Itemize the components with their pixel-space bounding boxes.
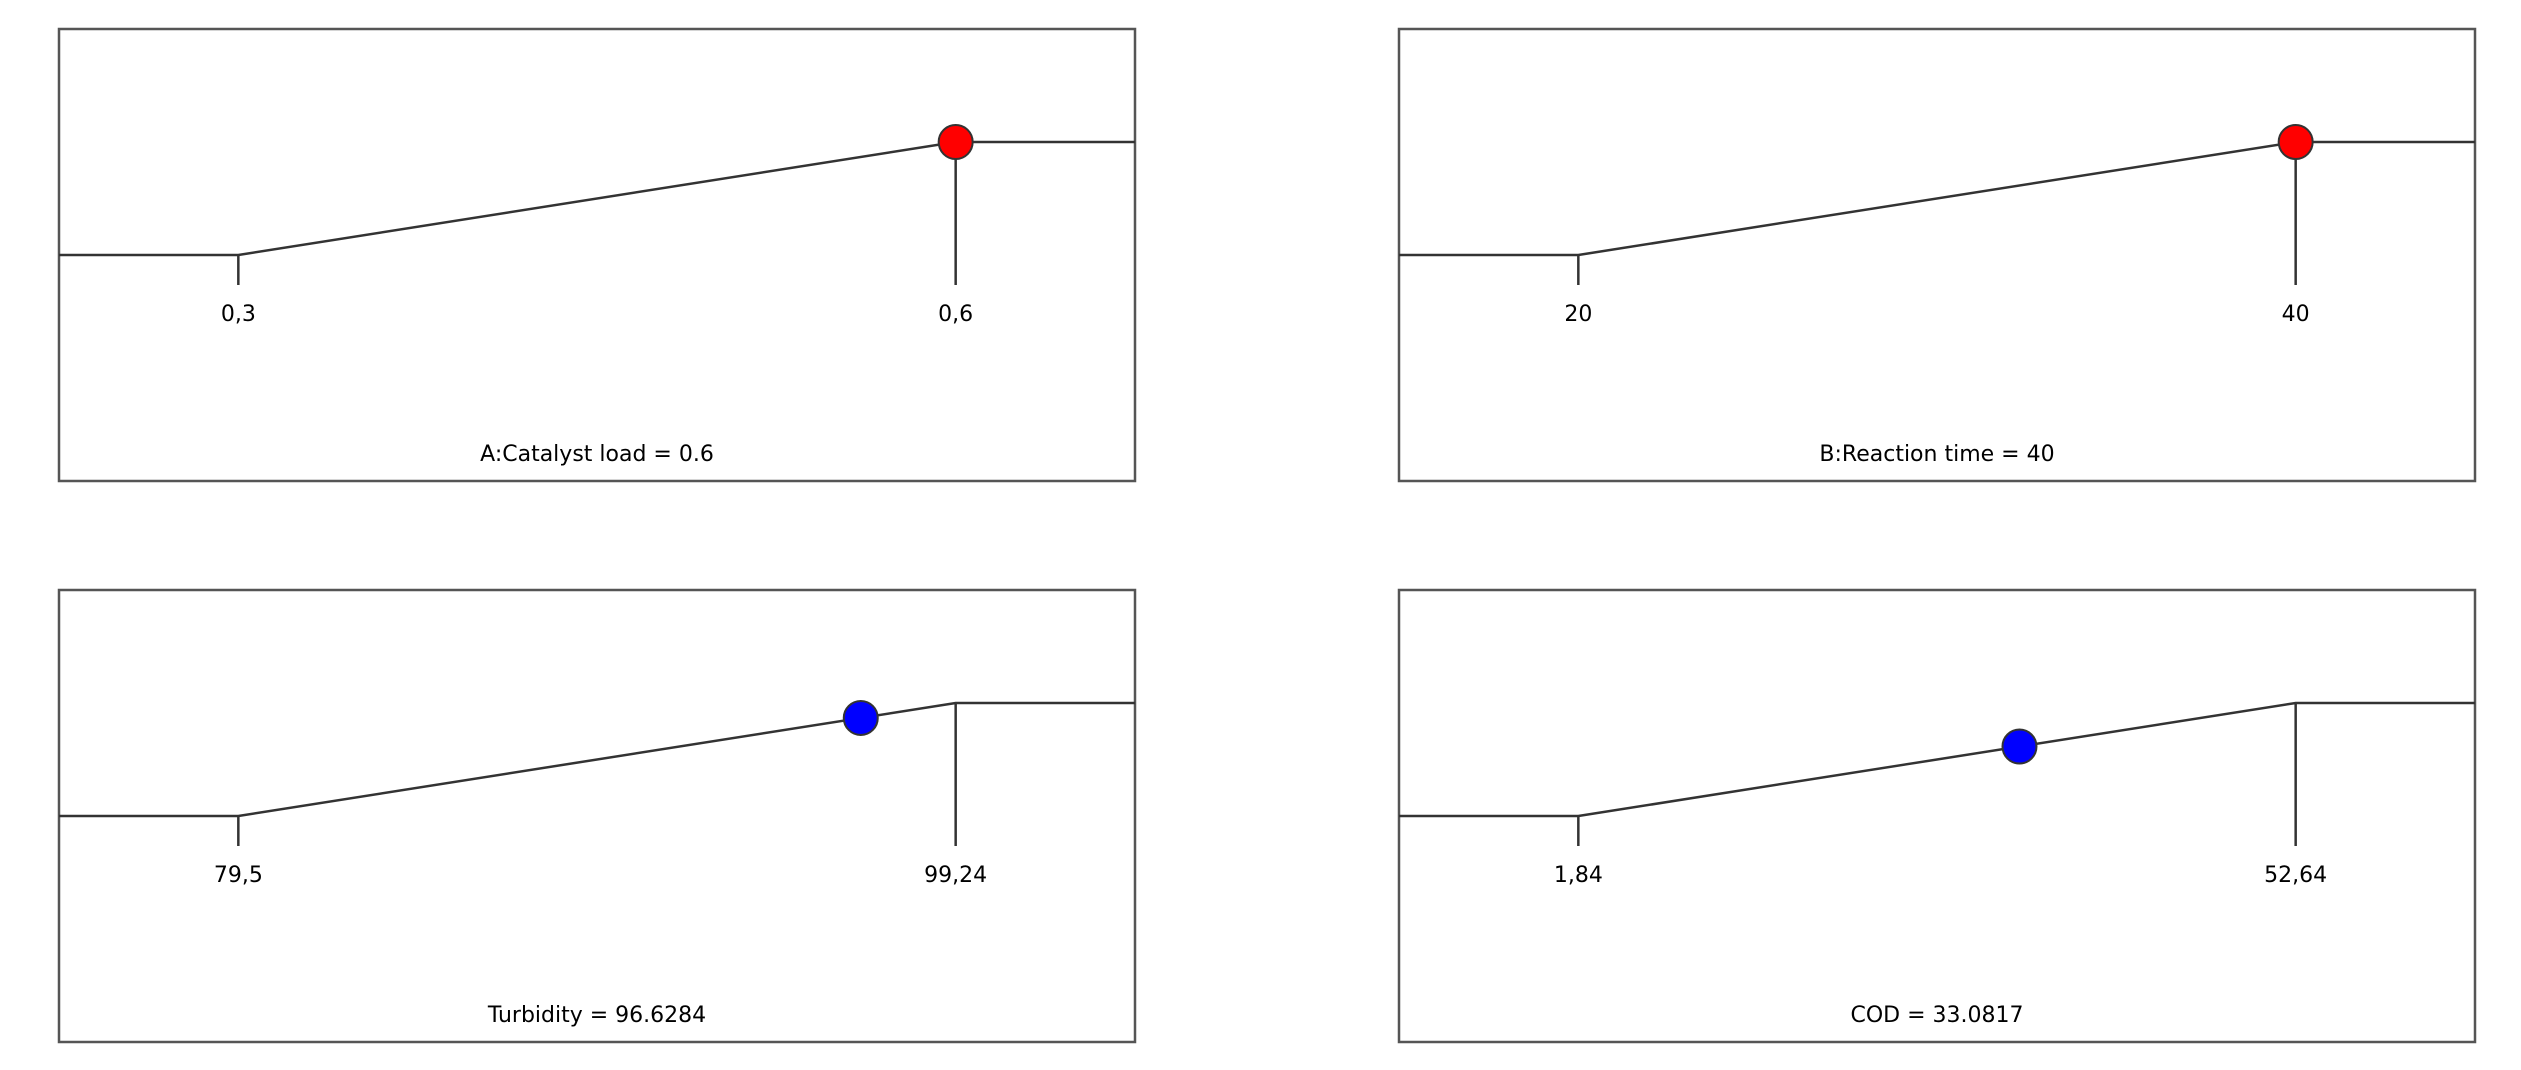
tick-label: 0,6 bbox=[938, 302, 973, 327]
value-marker bbox=[842, 699, 879, 736]
ramp bbox=[1399, 140, 2475, 257]
tick-label: 99,24 bbox=[924, 863, 987, 888]
ramp bbox=[59, 140, 1135, 257]
panel-title: B:Reaction time = 40 bbox=[1819, 442, 2054, 467]
value-marker bbox=[2001, 728, 2038, 765]
panel-title: Turbidity = 96.6284 bbox=[487, 1003, 706, 1028]
panel-title: COD = 33.0817 bbox=[1850, 1003, 2023, 1028]
tick-label: 52,64 bbox=[2264, 863, 2327, 888]
value-marker bbox=[2277, 124, 2314, 160]
value-marker bbox=[937, 124, 974, 160]
panel-title: A:Catalyst load = 0.6 bbox=[480, 442, 714, 467]
ramp bbox=[1399, 701, 2475, 818]
ramp bbox=[59, 701, 1135, 818]
tick-label: 79,5 bbox=[214, 863, 263, 888]
tick-label: 40 bbox=[2282, 302, 2310, 327]
tick-label: 20 bbox=[1564, 302, 1592, 327]
tick-label: 0,3 bbox=[221, 302, 256, 327]
tick-label: 1,84 bbox=[1554, 863, 1603, 888]
